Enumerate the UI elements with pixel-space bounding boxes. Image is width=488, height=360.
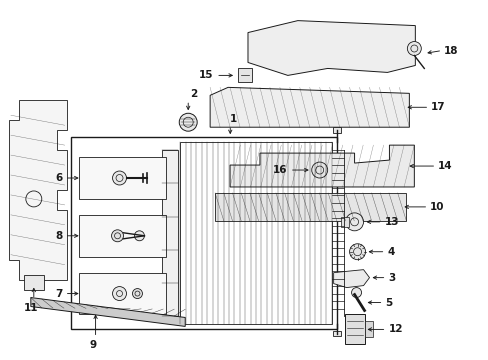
Text: 5: 5 xyxy=(385,297,392,307)
Text: 13: 13 xyxy=(384,217,398,227)
Polygon shape xyxy=(31,298,185,327)
Text: 3: 3 xyxy=(387,273,395,283)
Text: 14: 14 xyxy=(437,161,452,171)
Circle shape xyxy=(111,230,123,242)
Circle shape xyxy=(345,213,363,231)
Bar xyxy=(238,68,251,82)
Text: 18: 18 xyxy=(443,45,458,55)
Text: 7: 7 xyxy=(55,289,62,298)
Bar xyxy=(79,215,166,257)
Bar xyxy=(364,321,372,337)
Circle shape xyxy=(407,41,421,55)
Text: 16: 16 xyxy=(272,165,286,175)
Text: 11: 11 xyxy=(23,302,38,312)
Text: 15: 15 xyxy=(198,71,213,80)
Text: 6: 6 xyxy=(55,173,62,183)
Circle shape xyxy=(349,244,365,260)
Polygon shape xyxy=(247,21,414,75)
Polygon shape xyxy=(215,193,406,221)
Text: 2: 2 xyxy=(190,89,197,99)
Bar xyxy=(344,315,364,345)
Circle shape xyxy=(132,289,142,298)
Circle shape xyxy=(134,231,144,241)
Bar xyxy=(24,275,44,289)
Polygon shape xyxy=(229,145,413,187)
Polygon shape xyxy=(9,100,66,280)
Text: 1: 1 xyxy=(230,114,237,124)
Circle shape xyxy=(112,287,126,301)
Polygon shape xyxy=(210,87,408,127)
Bar xyxy=(79,273,166,315)
Circle shape xyxy=(351,288,361,298)
Bar xyxy=(71,137,336,329)
Circle shape xyxy=(311,162,327,178)
Bar xyxy=(340,217,348,227)
Bar xyxy=(79,157,166,199)
Bar xyxy=(180,142,331,324)
Polygon shape xyxy=(333,270,369,288)
Text: 17: 17 xyxy=(430,102,445,112)
Text: 4: 4 xyxy=(386,247,394,257)
Text: 9: 9 xyxy=(89,340,96,350)
Bar xyxy=(162,150,178,316)
Text: 10: 10 xyxy=(429,202,444,212)
Circle shape xyxy=(179,113,197,131)
Bar xyxy=(332,127,340,133)
Text: 8: 8 xyxy=(55,231,62,241)
Text: 12: 12 xyxy=(387,324,402,334)
Circle shape xyxy=(112,171,126,185)
Bar xyxy=(332,332,340,336)
